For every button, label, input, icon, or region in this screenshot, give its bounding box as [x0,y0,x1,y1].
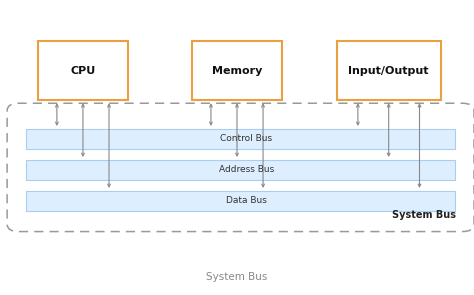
FancyBboxPatch shape [26,191,455,211]
FancyBboxPatch shape [38,41,128,100]
Text: System Bus: System Bus [206,272,268,282]
Text: Data Bus: Data Bus [226,196,267,205]
FancyBboxPatch shape [26,129,455,149]
Text: System Bus: System Bus [392,210,456,220]
FancyBboxPatch shape [192,41,282,100]
Text: CPU: CPU [70,66,96,76]
Text: Control Bus: Control Bus [220,135,273,143]
Text: Memory: Memory [212,66,262,76]
Text: Input/Output: Input/Output [348,66,429,76]
FancyBboxPatch shape [7,103,474,232]
FancyBboxPatch shape [26,160,455,180]
Text: Address Bus: Address Bus [219,165,274,174]
FancyBboxPatch shape [337,41,441,100]
